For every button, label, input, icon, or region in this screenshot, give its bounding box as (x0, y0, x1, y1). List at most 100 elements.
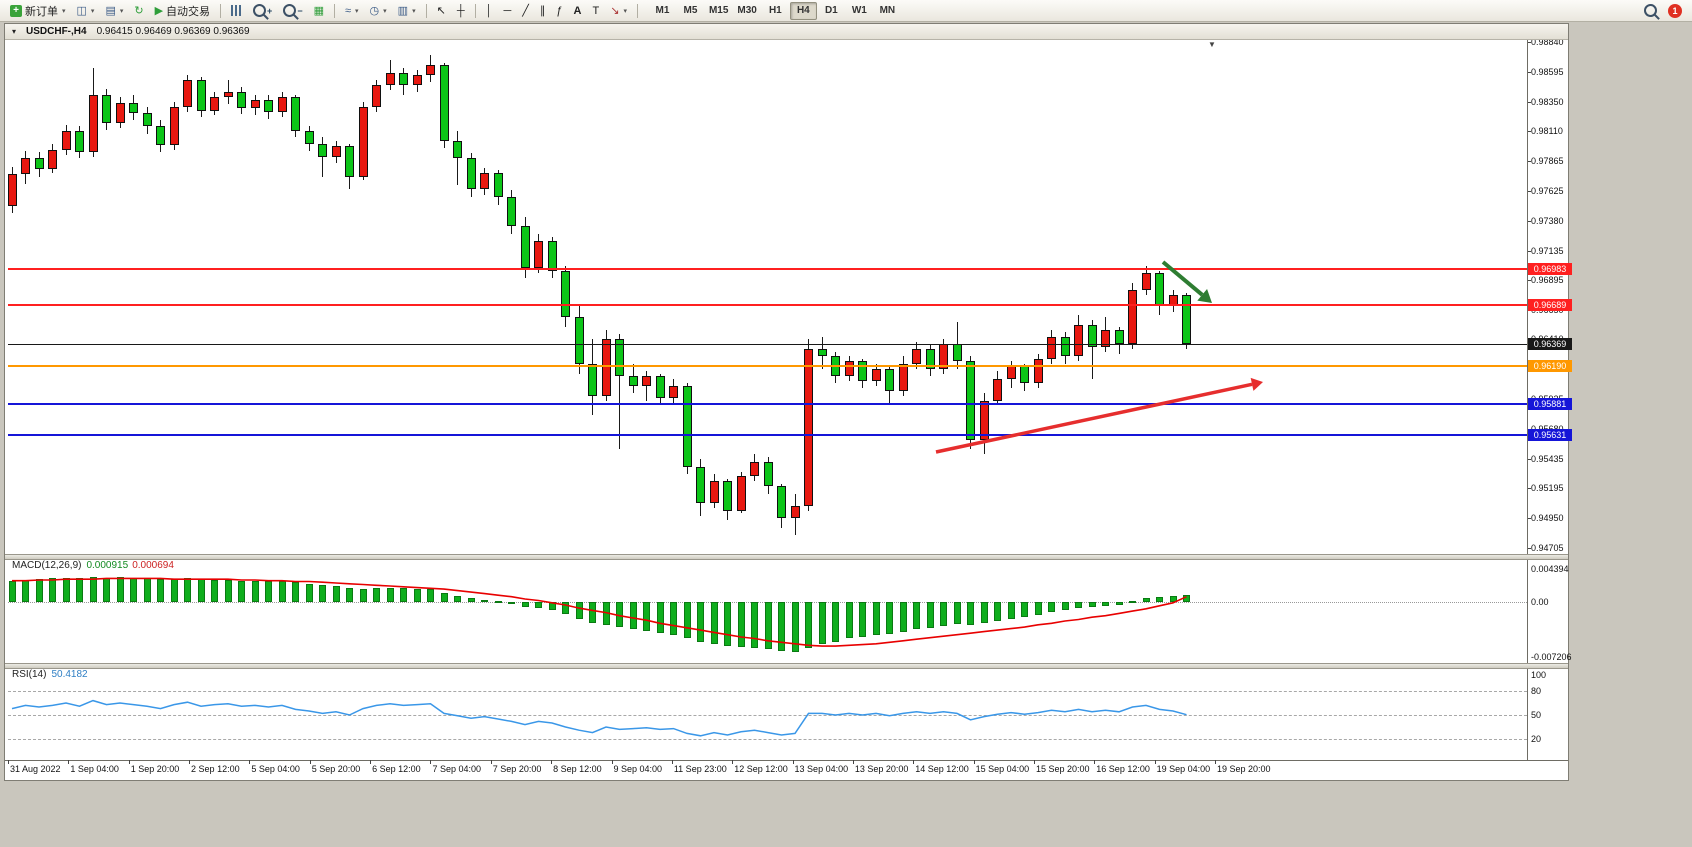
trendline-tool-button[interactable]: ╱ (517, 1, 534, 21)
indicators-button[interactable]: ≈ ▾ (340, 1, 364, 21)
macd-histogram-bar (710, 602, 718, 644)
macd-panel[interactable] (8, 558, 1527, 663)
new-chart-button[interactable]: ◫ ▾ (72, 1, 100, 21)
horizontal-line-0.96369[interactable] (8, 343, 1527, 345)
timeframe-W1[interactable]: W1 (851, 5, 867, 16)
tile-windows-button[interactable]: ▦ (309, 1, 329, 21)
candle (34, 158, 44, 170)
timeframe-M1[interactable]: M1 (655, 5, 670, 16)
candle (1128, 290, 1137, 345)
text-label-tool-button[interactable]: T (587, 1, 604, 21)
macd-histogram-bar (413, 589, 421, 602)
macd-label: MACD(12,26,9) 0.000915 0.000694 (12, 560, 174, 571)
panel-separator[interactable] (5, 663, 1568, 669)
candle (169, 106, 179, 145)
time-axis-line (5, 760, 1568, 761)
horizontal-line-0.95881[interactable] (8, 403, 1527, 406)
fibonacci-tool-button[interactable]: ƒ (551, 1, 567, 21)
timeframe-M15[interactable]: M15 (708, 5, 729, 16)
timeframe-H1[interactable]: H1 (768, 5, 782, 16)
trendline-icon: ╱ (522, 4, 529, 17)
macd-histogram-bar (535, 602, 542, 609)
candle (736, 476, 746, 511)
macd-histogram-bar (265, 581, 272, 602)
timeframe-MN[interactable]: MN (879, 5, 896, 16)
cursor-tool-button[interactable]: ↖ (432, 1, 451, 21)
macd-histogram-bar (548, 602, 556, 611)
time-axis-tick (189, 760, 191, 764)
price-axis-label: 0.98840 (1531, 37, 1564, 47)
timeframe-M30[interactable]: M30 (737, 5, 757, 16)
zoom-in-button[interactable]: + (248, 1, 277, 21)
chart-menu-icon[interactable]: ▾ (12, 27, 17, 36)
price-axis-label: 0.94950 (1531, 513, 1564, 524)
rsi-panel[interactable] (8, 667, 1527, 760)
new-order-button[interactable]: + 新订单 ▾ (5, 1, 71, 21)
macd-histogram-bar (22, 579, 29, 602)
macd-histogram-bar (278, 581, 286, 602)
timeframe-D1[interactable]: D1 (824, 5, 838, 16)
price-axis-tick (1527, 548, 1531, 549)
candle (237, 92, 246, 109)
price-axis-label: 0.98595 (1531, 66, 1564, 77)
profiles-button[interactable]: ▤ ▾ (100, 1, 128, 21)
text-tool-button[interactable]: A (569, 1, 587, 21)
time-axis-label: 8 Sep 12:00 (553, 764, 602, 774)
chevron-down-icon: ▾ (412, 7, 416, 15)
timeframe-M5[interactable]: M5 (683, 5, 698, 16)
macd-histogram-bar (170, 579, 178, 602)
macd-histogram-bar (1075, 602, 1082, 609)
minus-sign: − (297, 5, 303, 16)
main-toolbar: + 新订单 ▾ ◫ ▾ ▤ ▾ ↻ ▶ 自动交易 + − (0, 0, 1692, 22)
macd-histogram-bar (400, 588, 407, 602)
candle (223, 92, 233, 98)
search-button[interactable] (1639, 1, 1662, 21)
template-icon: ▥ (397, 4, 409, 17)
macd-axis-label: -0.007206 (1531, 651, 1572, 662)
rsi-line-path (11, 699, 1187, 737)
horizontal-line-tool-button[interactable]: ─ (498, 1, 516, 21)
macd-histogram-bar (953, 602, 961, 625)
price-axis-label: 0.97865 (1531, 156, 1564, 167)
candle (925, 349, 935, 369)
horizontal-line-0.96689[interactable] (8, 304, 1527, 306)
channel-tool-button[interactable]: ∥ (535, 1, 551, 21)
panel-separator[interactable] (5, 554, 1568, 560)
arrows-tool-button[interactable]: ↘ ▾ (605, 1, 632, 21)
notifications-button[interactable]: 1 (1663, 1, 1687, 21)
crosshair-tool-button[interactable]: ┼ (452, 1, 470, 21)
candle (817, 349, 827, 357)
horizontal-line-0.95631[interactable] (8, 433, 1527, 436)
main-chart-plot[interactable] (8, 40, 1527, 554)
macd-histogram-bar (724, 602, 731, 647)
macd-histogram-bar (116, 576, 124, 602)
price-badge: 0.96689 (1528, 299, 1572, 312)
zoom-out-button[interactable]: − (278, 1, 307, 21)
time-axis-tick (68, 760, 70, 764)
candle (642, 376, 651, 386)
auto-trading-button[interactable]: ▶ 自动交易 (150, 1, 215, 21)
templates-button[interactable]: ▥ ▾ (393, 1, 421, 21)
periods-button[interactable]: ◷ ▾ (365, 1, 392, 21)
macd-main-value: 0.000915 (86, 560, 129, 571)
time-axis-tick (1215, 760, 1216, 764)
chart-title-bar[interactable]: ▾ USDCHF-,H4 0.96415 0.96469 0.96369 0.9… (5, 24, 1568, 40)
macd-histogram-bar (494, 601, 502, 604)
macd-histogram-bar (575, 602, 583, 619)
rsi-name: RSI(14) (12, 669, 47, 680)
horizontal-line-0.96190[interactable] (8, 365, 1527, 368)
auto-trading-label: 自动交易 (166, 5, 211, 18)
candle (358, 106, 368, 177)
macd-histogram-bar (629, 602, 637, 630)
candle (588, 363, 597, 396)
vertical-line-tool-button[interactable]: │ (481, 1, 498, 21)
timeframe-H4[interactable]: H4 (789, 1, 817, 20)
horizontal-line-0.96983[interactable] (8, 268, 1527, 270)
bar-chart-mode-button[interactable] (226, 1, 247, 21)
candle (520, 225, 530, 269)
refresh-button[interactable]: ↻ (129, 1, 148, 21)
macd-histogram-bar (292, 582, 299, 602)
rsi-level-line (8, 715, 1527, 716)
macd-histogram-bar (980, 602, 988, 624)
